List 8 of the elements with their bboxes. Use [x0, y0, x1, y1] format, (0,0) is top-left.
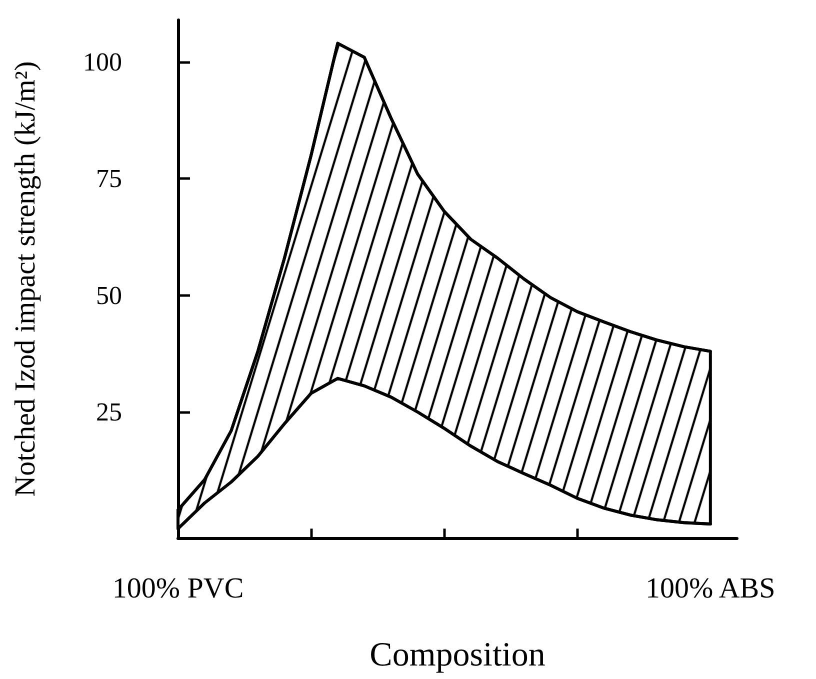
y-tick-label: 100	[83, 48, 122, 76]
y-tick-label: 50	[96, 280, 122, 310]
y-tick-label: 75	[96, 164, 122, 194]
x-tick-label: 100% ABS	[646, 572, 776, 604]
x-tick-label: 100% PVC	[112, 572, 244, 604]
y-axis-title: Notched Izod impact strength (kJ/m²)	[10, 61, 42, 497]
x-axis-title: Composition	[370, 636, 546, 674]
y-tick-label: 25	[96, 398, 122, 426]
